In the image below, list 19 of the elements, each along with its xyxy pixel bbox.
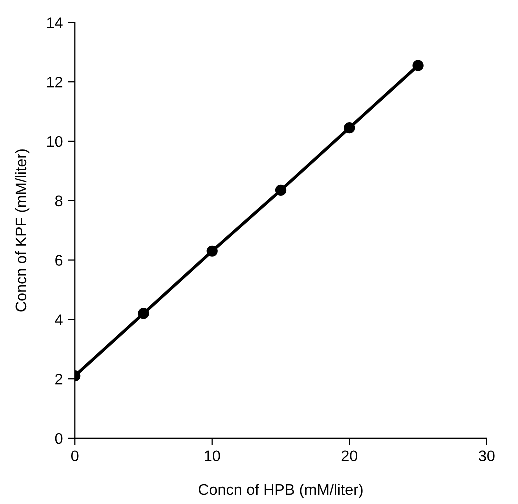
y-tick-label: 6 (56, 255, 63, 266)
point (206, 246, 218, 257)
point (275, 184, 287, 196)
x-tick-label: 20 (342, 450, 358, 462)
y-axis-title: Concn of KPF (mM/liter) (15, 150, 30, 312)
point (344, 122, 356, 134)
x-tick-label: 30 (479, 450, 495, 462)
y-tick-label: 8 (55, 196, 63, 207)
y-tick-label: 14 (47, 18, 63, 28)
y-tick-label: 4 (55, 314, 63, 326)
x-tick-label: 10 (205, 450, 220, 462)
y-tick-label: 0 (55, 433, 63, 444)
point (412, 60, 424, 72)
point (138, 308, 150, 320)
x-axis-title: Concn of HPB (mM/liter) (199, 484, 363, 498)
x-tick-label: 0 (71, 450, 79, 462)
y-tick-label: 12 (47, 76, 63, 88)
y-tick-label: 2 (56, 374, 63, 385)
y-tick-label: 10 (47, 136, 63, 148)
